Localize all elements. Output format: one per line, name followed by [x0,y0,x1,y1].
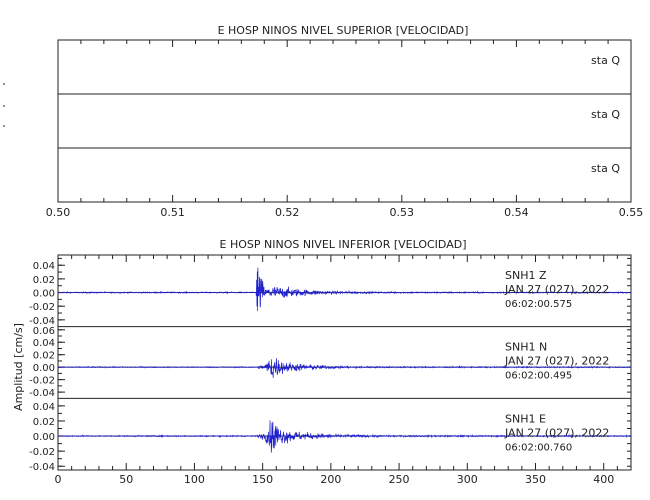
waveform-trace [57,358,632,379]
y-tick-label: 0.00 [33,289,55,300]
y-axis-label: Amplitud [cm/s] [12,323,25,411]
y-tick-label: 0.02 [33,417,55,428]
y-tick-label: -0.04 [29,388,55,399]
x-tick-label: 200 [320,473,341,486]
y-tick-label: -0.04 [29,462,55,473]
waveform-trace [57,267,632,311]
record-date: JAN 27 (027), 2022 [504,426,609,439]
x-tick-label: 0.50 [46,206,71,219]
y-tick-label: -0.02 [29,376,55,387]
station-label: sta Q [591,108,620,121]
y-tick-label: 0.06 [33,326,55,337]
y-tick-label: 0.02 [33,275,55,286]
waveform-trace [57,420,632,453]
x-tick-label: 0.53 [390,206,415,219]
x-tick-label: 0.55 [619,206,644,219]
top-panel: sta Q sta Q sta Q 0.50 0.51 0.52 0.53 0.54 0.55 [3,39,644,219]
x-tick-label: 300 [457,473,478,486]
y-tick-label: -0.02 [29,302,55,313]
y-tick-label: 0.02 [33,351,55,362]
station-name: SNH1 N [505,341,547,354]
x-tick-label: 100 [184,473,205,486]
y-tick-label: -0.02 [29,447,55,458]
bottom-panel-title: E HOSP NINOS NIVEL INFERIOR [VELOCIDAD] [220,238,467,251]
y-tick-label: 0.04 [33,402,55,413]
top-panel-title: E HOSP NINOS NIVEL SUPERIOR [VELOCIDAD] [218,24,469,37]
x-tick-label: 250 [389,473,410,486]
y-tick-label: -0.04 [29,316,55,327]
station-name: SNH1 Z [505,269,547,282]
record-time: 06:02:00.495 [505,371,572,382]
station-name: SNH1 E [505,412,546,425]
record-time: 06:02:00.575 [505,299,572,310]
station-label: sta Q [591,162,620,175]
y-tick-label: 0.04 [33,261,55,272]
x-tick-label: 0.54 [504,206,529,219]
x-tick-label: 50 [119,473,133,486]
y-tick-label: 0.04 [33,338,55,349]
record-time: 06:02:00.760 [505,442,572,453]
x-tick-label: 150 [252,473,273,486]
x-tick-label: 0 [55,473,62,486]
x-tick-label: 400 [593,473,614,486]
record-date: JAN 27 (027), 2022 [504,283,609,296]
record-date: JAN 27 (027), 2022 [504,355,609,368]
y-tick-label: 0.00 [33,432,55,443]
x-tick-label: 0.51 [160,206,185,219]
y-tick-label: 0.00 [33,363,55,374]
x-tick-label: 0.52 [275,206,300,219]
top-panel-frame [57,39,632,203]
x-tick-label: 350 [525,473,546,486]
station-label: sta Q [591,54,620,67]
